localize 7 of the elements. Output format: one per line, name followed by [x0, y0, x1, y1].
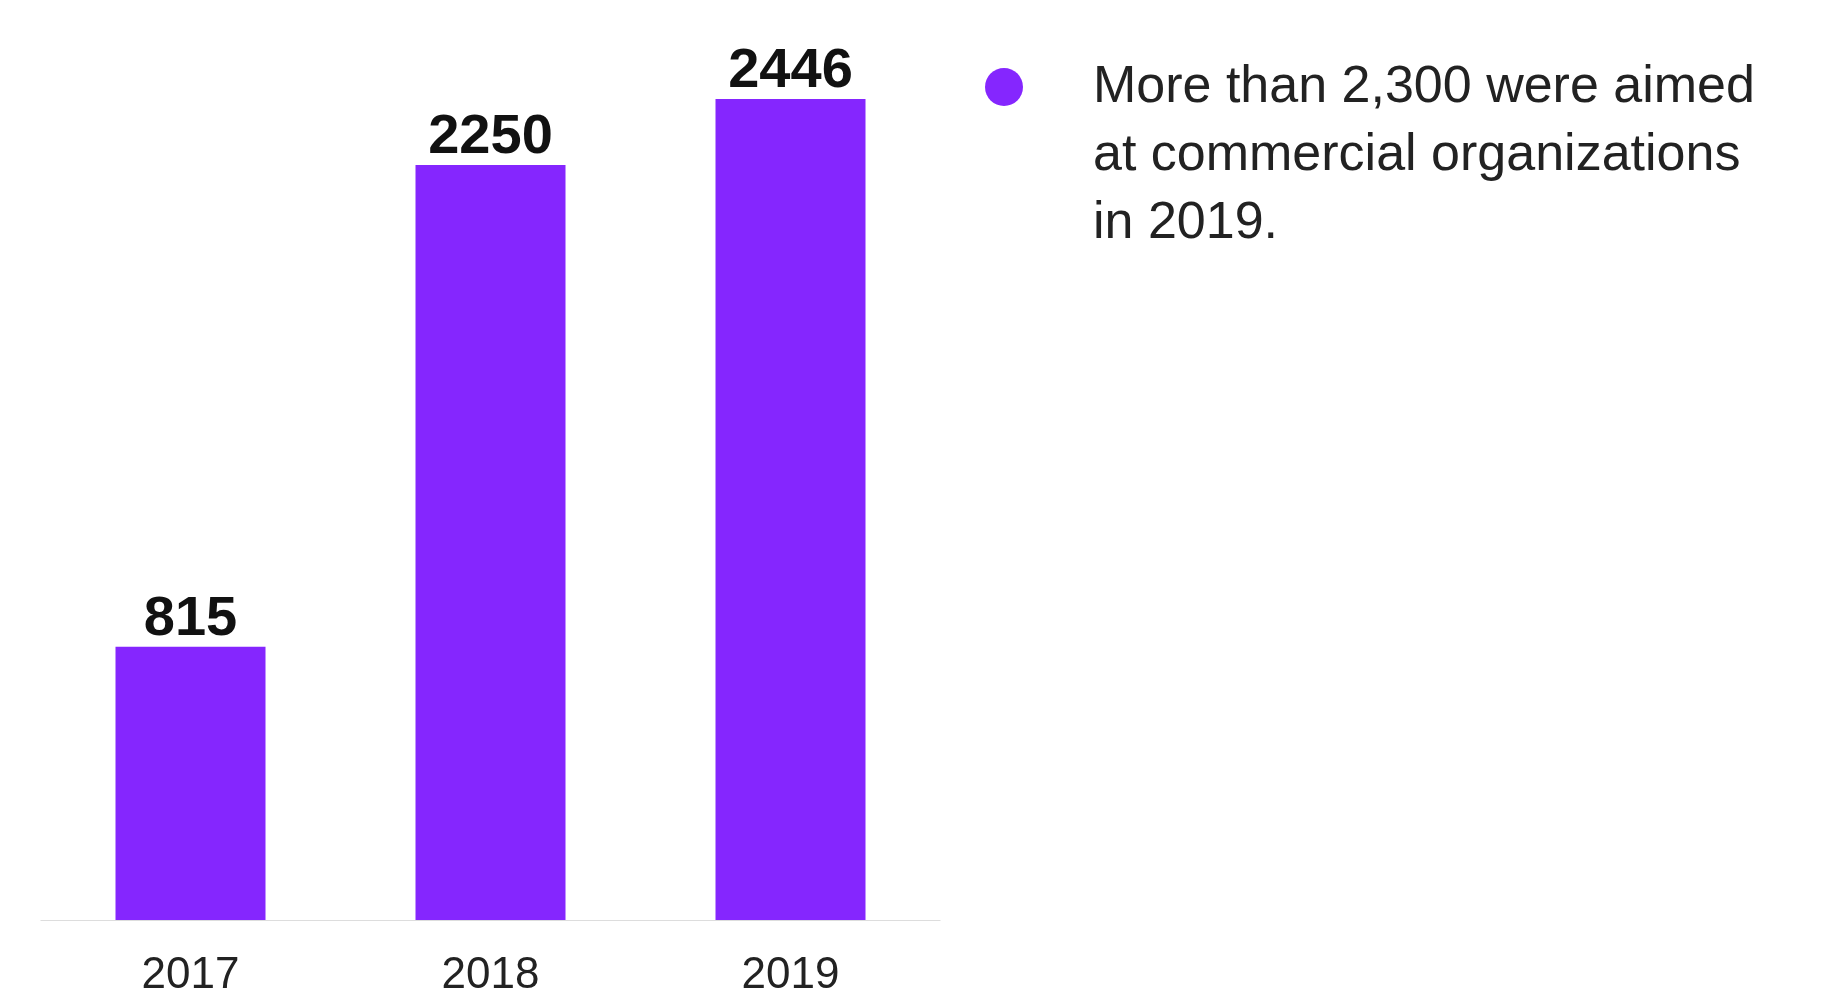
data-label: 2250: [428, 101, 553, 165]
data-label: 815: [143, 583, 238, 647]
x-tick-label: 2019: [741, 947, 840, 995]
x-tick-label: 2017: [141, 947, 240, 995]
text: More than 2,300 were aimed at commercial organizations in 2019.: [1093, 54, 1756, 251]
x-tick-label: 2018: [441, 947, 540, 995]
data-label: 2446: [728, 36, 853, 100]
